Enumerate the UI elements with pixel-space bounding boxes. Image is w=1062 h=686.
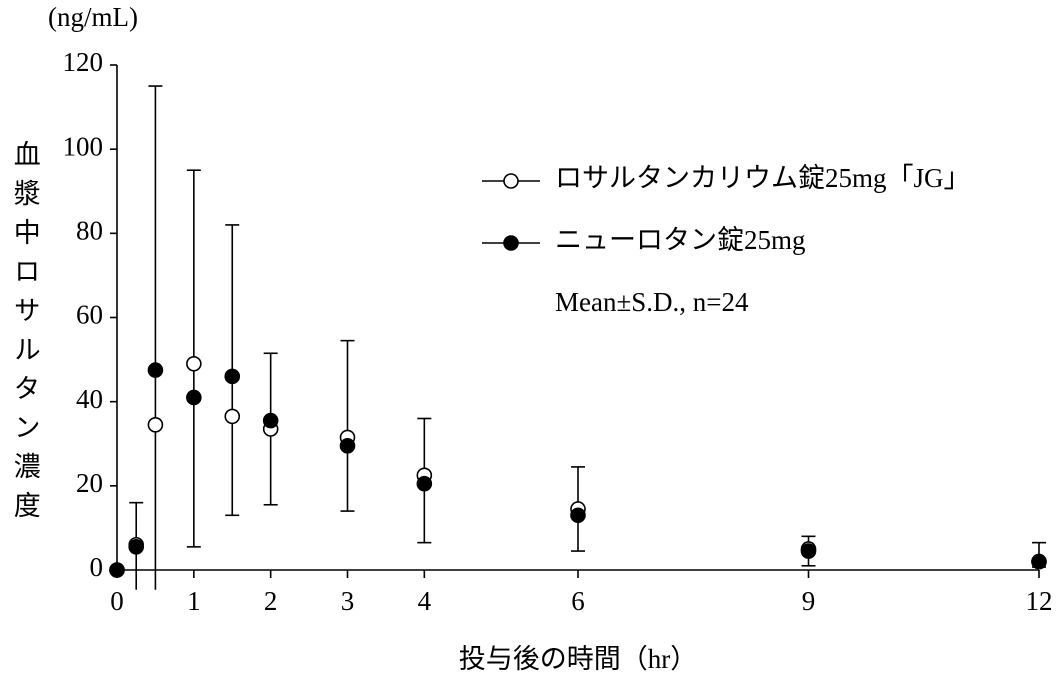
x-tick-label: 2: [264, 586, 278, 616]
y-tick-label: 100: [63, 131, 104, 161]
data-point: [224, 408, 241, 425]
annotation: Mean±S.D., n=24: [555, 287, 749, 317]
y-axis-label: 血漿中ロサルタン濃度: [10, 140, 41, 530]
data-point: [339, 438, 356, 454]
data-point: [224, 368, 241, 385]
data-point: [262, 412, 279, 429]
x-tick-label: 9: [802, 586, 816, 616]
x-tick-label: 6: [571, 586, 585, 616]
data-point: [147, 362, 164, 378]
data-point: [147, 417, 164, 433]
data-point: [109, 562, 125, 578]
legend-label: ロサルタンカリウム錠25mg「JG」: [555, 163, 971, 193]
y-tick-label: 40: [76, 384, 103, 414]
legend-marker: [503, 173, 519, 189]
data-point: [186, 389, 202, 406]
legend-marker: [503, 235, 519, 251]
data-point: [570, 507, 586, 524]
x-tick-label: 3: [341, 586, 355, 616]
y-tick-label: 80: [76, 216, 103, 246]
y-tick-label: 20: [76, 468, 103, 498]
data-point: [1031, 553, 1047, 570]
data-point: [800, 543, 817, 559]
x-tick-label: 12: [1026, 586, 1053, 616]
y-tick-label: 0: [90, 552, 104, 582]
data-point: [128, 539, 145, 555]
y-tick-label: 120: [63, 47, 104, 77]
legend-label: ニューロタン錠25mg: [555, 225, 806, 255]
x-axis-label: 投与後の時間（hr）: [459, 644, 698, 674]
x-tick-label: 4: [418, 586, 432, 616]
data-point: [416, 475, 433, 492]
unit-label: (ng/mL): [48, 2, 138, 32]
x-tick-label: 0: [110, 586, 124, 616]
data-point: [186, 355, 202, 372]
x-tick-label: 1: [187, 586, 201, 616]
y-tick-label: 60: [76, 300, 103, 330]
